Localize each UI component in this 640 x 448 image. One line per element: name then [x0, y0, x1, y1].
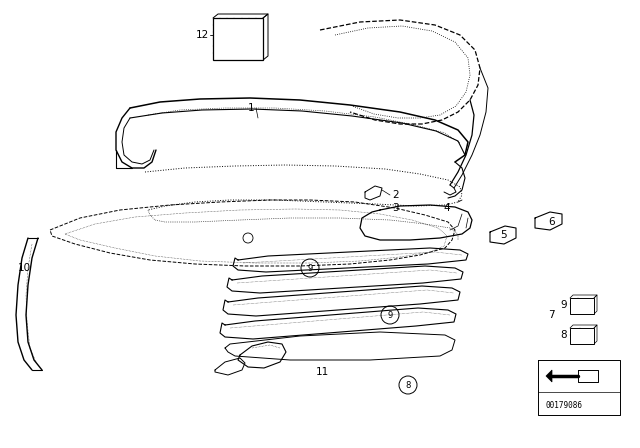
Text: 6: 6 [548, 217, 555, 227]
Polygon shape [546, 370, 552, 382]
Text: 11: 11 [316, 367, 329, 377]
Text: 10: 10 [18, 263, 31, 273]
Text: 2: 2 [392, 190, 399, 200]
Text: 12: 12 [196, 30, 209, 40]
Text: 4: 4 [443, 203, 450, 213]
Text: 7: 7 [548, 310, 555, 320]
FancyBboxPatch shape [213, 18, 263, 60]
Text: 8: 8 [405, 380, 411, 389]
Text: 8: 8 [560, 330, 566, 340]
FancyBboxPatch shape [570, 298, 594, 314]
Text: 9: 9 [387, 310, 392, 319]
Text: 3: 3 [392, 203, 399, 213]
Text: 9: 9 [560, 300, 566, 310]
Text: 00179086: 00179086 [546, 401, 583, 409]
FancyBboxPatch shape [570, 328, 594, 344]
Text: 5: 5 [500, 230, 507, 240]
Text: 9: 9 [307, 263, 312, 272]
Text: 1: 1 [248, 103, 255, 113]
